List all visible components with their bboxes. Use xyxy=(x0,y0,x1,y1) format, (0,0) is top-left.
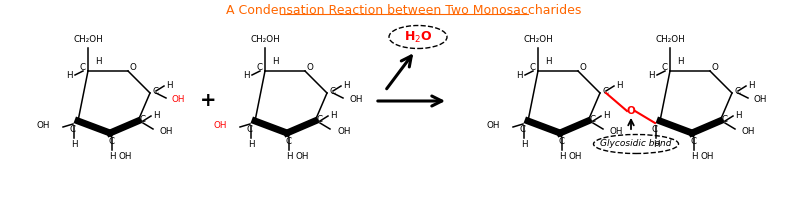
Text: H: H xyxy=(153,111,160,120)
Text: H: H xyxy=(616,80,623,89)
Text: OH: OH xyxy=(36,121,50,130)
Text: H: H xyxy=(691,152,697,161)
Text: CH₂OH: CH₂OH xyxy=(250,35,280,44)
Text: O: O xyxy=(129,64,137,73)
Text: C: C xyxy=(70,125,76,134)
Text: OH: OH xyxy=(295,152,309,161)
Text: H: H xyxy=(748,80,755,89)
Text: OH: OH xyxy=(118,152,132,161)
Text: C: C xyxy=(603,87,609,96)
Text: C: C xyxy=(140,116,146,125)
Text: H: H xyxy=(272,56,279,65)
Text: A Condensation Reaction between Two Monosaccharides: A Condensation Reaction between Two Mono… xyxy=(226,4,582,17)
Text: H: H xyxy=(343,80,350,89)
Text: CH₂OH: CH₂OH xyxy=(523,35,553,44)
Text: H: H xyxy=(109,152,116,161)
Text: C: C xyxy=(286,137,292,146)
Text: C: C xyxy=(735,87,741,96)
Text: C: C xyxy=(109,137,115,146)
Text: H: H xyxy=(243,70,250,79)
Text: OH: OH xyxy=(701,152,713,161)
Text: H: H xyxy=(648,70,655,79)
Text: H: H xyxy=(653,140,659,149)
Text: OH: OH xyxy=(486,121,500,130)
Text: C: C xyxy=(330,87,336,96)
Text: C: C xyxy=(722,116,728,125)
Text: H: H xyxy=(95,56,102,65)
Text: H: H xyxy=(330,111,337,120)
Text: C: C xyxy=(662,64,668,73)
Text: C: C xyxy=(691,137,697,146)
Text: OH: OH xyxy=(337,126,351,135)
Text: O: O xyxy=(306,64,314,73)
Text: O: O xyxy=(712,64,718,73)
Text: OH: OH xyxy=(568,152,582,161)
Text: H: H xyxy=(677,56,684,65)
Text: C: C xyxy=(317,116,323,125)
Text: H: H xyxy=(286,152,292,161)
Text: C: C xyxy=(520,125,526,134)
Text: OH: OH xyxy=(610,126,624,135)
Text: Glycosidic bond: Glycosidic bond xyxy=(600,139,671,149)
Text: H: H xyxy=(66,70,73,79)
Text: C: C xyxy=(530,64,536,73)
Text: H: H xyxy=(248,140,255,149)
Text: C: C xyxy=(257,64,263,73)
Text: OH: OH xyxy=(213,121,227,130)
Text: H: H xyxy=(735,111,742,120)
Text: H: H xyxy=(558,152,566,161)
Text: OH: OH xyxy=(172,96,186,104)
Text: C: C xyxy=(247,125,253,134)
Text: H: H xyxy=(545,56,552,65)
Text: H: H xyxy=(516,70,523,79)
Text: H$_2$O: H$_2$O xyxy=(404,29,432,45)
Text: OH: OH xyxy=(754,96,768,104)
Text: OH: OH xyxy=(160,126,174,135)
Text: OH: OH xyxy=(742,126,755,135)
Text: H: H xyxy=(603,111,609,120)
Text: C: C xyxy=(153,87,159,96)
Text: O: O xyxy=(579,64,587,73)
Text: H: H xyxy=(520,140,528,149)
Text: C: C xyxy=(652,125,658,134)
Text: H: H xyxy=(70,140,78,149)
Text: C: C xyxy=(559,137,565,146)
Text: +: + xyxy=(200,92,217,111)
Text: O: O xyxy=(627,106,635,116)
Text: CH₂OH: CH₂OH xyxy=(655,35,685,44)
Text: CH₂OH: CH₂OH xyxy=(74,35,103,44)
Text: OH: OH xyxy=(349,96,363,104)
Text: C: C xyxy=(590,116,596,125)
Text: C: C xyxy=(80,64,86,73)
Text: H: H xyxy=(166,80,173,89)
